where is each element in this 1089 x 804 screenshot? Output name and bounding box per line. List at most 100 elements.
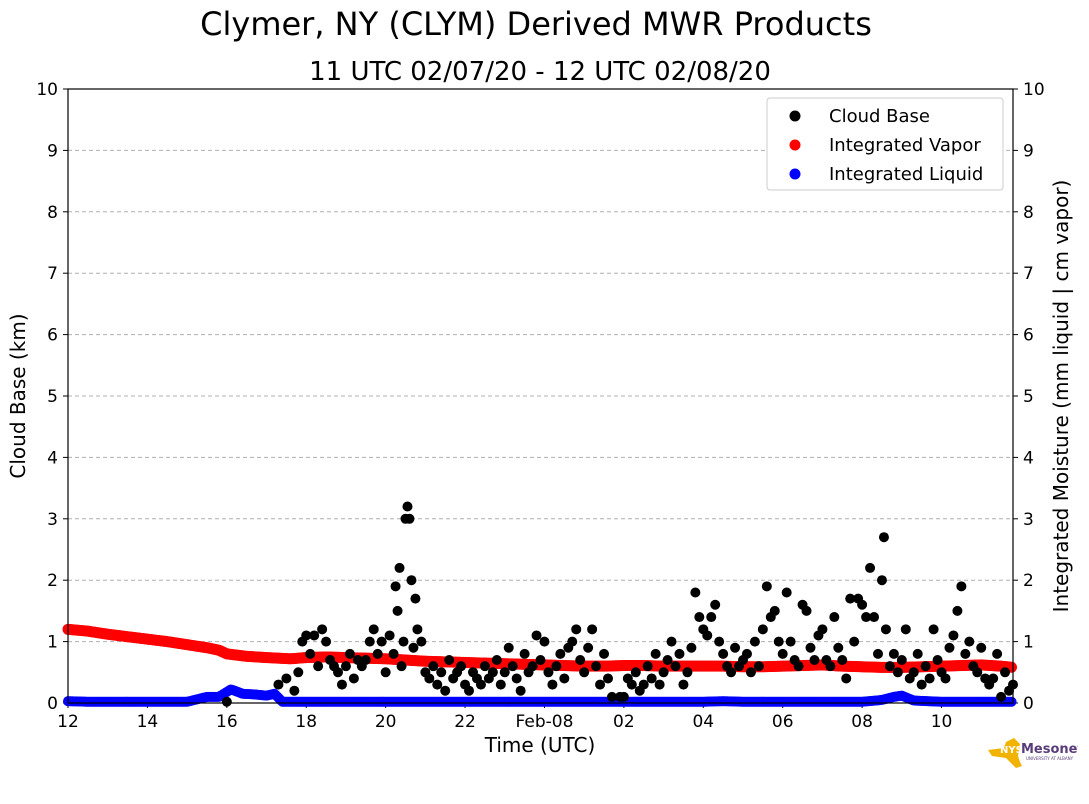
cloud-base-point bbox=[678, 679, 689, 690]
cloud-base-point bbox=[301, 630, 312, 641]
cloud-base-point bbox=[428, 661, 439, 672]
y-tick-label: 10 bbox=[36, 80, 58, 100]
cloud-base-point bbox=[757, 624, 768, 635]
cloud-base-point bbox=[773, 636, 784, 647]
cloud-base-point bbox=[869, 612, 880, 623]
cloud-base-point bbox=[559, 673, 570, 684]
y2-tick-label: 3 bbox=[1023, 510, 1034, 530]
cloud-base-point bbox=[686, 642, 697, 653]
cloud-base-point bbox=[440, 685, 451, 696]
cloud-base-point bbox=[543, 667, 554, 678]
y-tick-label: 6 bbox=[47, 326, 58, 346]
cloud-base-point bbox=[410, 593, 421, 604]
integrated-vapor-series bbox=[62, 623, 1018, 673]
cloud-base-point bbox=[289, 685, 300, 696]
liquid-point bbox=[1006, 696, 1017, 707]
cloud-base-point bbox=[603, 673, 613, 684]
cloud-base-point bbox=[992, 648, 1003, 659]
cloud-base-point bbox=[519, 648, 530, 659]
cloud-base-point bbox=[575, 655, 586, 666]
cloud-base-point bbox=[618, 691, 629, 702]
x-tick-label: 16 bbox=[216, 712, 238, 732]
cloud-base-point bbox=[988, 673, 999, 684]
cloud-base-point bbox=[392, 605, 403, 616]
cloud-base-point bbox=[591, 661, 602, 672]
cloud-base-point bbox=[662, 655, 673, 666]
cloud-base-point bbox=[273, 679, 284, 690]
y-tick-label: 3 bbox=[47, 510, 58, 530]
cloud-base-point bbox=[892, 667, 903, 678]
cloud-base-point bbox=[706, 612, 717, 623]
y-axis-left-ticks: 0 1 2 3 4 5 6 7 8 9 10 bbox=[36, 80, 68, 714]
cloud-base-point bbox=[817, 624, 828, 635]
cloud-base-point bbox=[364, 636, 375, 647]
legend-box bbox=[766, 97, 1004, 191]
cloud-base-point bbox=[305, 648, 316, 659]
y-tick-label: 5 bbox=[47, 387, 58, 407]
cloud-base-point bbox=[527, 661, 538, 672]
cloud-base-point bbox=[309, 630, 320, 641]
cloud-base-point bbox=[539, 636, 550, 647]
integrated-liquid-series bbox=[63, 684, 1017, 707]
cloud-base-point bbox=[499, 667, 510, 678]
cloud-base-point bbox=[642, 661, 653, 672]
y-tick-label: 0 bbox=[47, 694, 58, 714]
x-tick-label: Feb-08 bbox=[516, 712, 574, 732]
cloud-base-point bbox=[976, 642, 987, 653]
x-tick-label: 06 bbox=[772, 712, 794, 732]
logo-badge: NYS bbox=[1000, 745, 1023, 756]
cloud-base-point bbox=[837, 655, 848, 666]
x-tick-label: 22 bbox=[454, 712, 476, 732]
ny-state-shape-icon bbox=[988, 738, 1022, 768]
chart-subtitle: 11 UTC 02/07/20 - 12 UTC 02/08/20 bbox=[309, 57, 771, 87]
plot-frame bbox=[67, 88, 1014, 704]
y2-tick-label: 1 bbox=[1023, 633, 1034, 653]
cloud-base-point bbox=[360, 655, 371, 666]
cloud-base-point bbox=[658, 667, 669, 678]
cloud-base-point bbox=[785, 636, 796, 647]
x-tick-label: 20 bbox=[375, 712, 397, 732]
cloud-base-point bbox=[809, 655, 820, 666]
cloud-base-point bbox=[495, 679, 506, 690]
cloud-base-point bbox=[396, 661, 407, 672]
cloud-base-point bbox=[920, 661, 931, 672]
cloud-base-point bbox=[491, 655, 502, 666]
cloud-base-point bbox=[845, 593, 856, 604]
cloud-base-point bbox=[916, 679, 927, 690]
cloud-base-point bbox=[599, 648, 610, 659]
cloud-base-point bbox=[878, 532, 889, 543]
cloud-base-point bbox=[972, 667, 983, 678]
y2-tick-label: 8 bbox=[1023, 203, 1034, 223]
logo-text: Mesonet bbox=[1021, 742, 1078, 757]
cloud-base-point bbox=[515, 685, 526, 696]
cloud-base-point bbox=[348, 673, 359, 684]
legend-label-cloud-base: Cloud Base bbox=[829, 106, 930, 127]
cloud-base-point bbox=[321, 636, 332, 647]
y2-tick-label: 7 bbox=[1023, 264, 1034, 284]
legend-marker-integrated-liquid bbox=[789, 168, 801, 180]
cloud-base-point bbox=[956, 581, 967, 592]
y2-tick-label: 6 bbox=[1023, 326, 1034, 346]
cloud-base-point bbox=[475, 679, 486, 690]
cloud-base-point bbox=[626, 679, 637, 690]
cloud-base-point bbox=[511, 673, 522, 684]
cloud-base-point bbox=[884, 661, 895, 672]
cloud-base-point bbox=[682, 667, 693, 678]
y2-tick-label: 2 bbox=[1023, 571, 1034, 591]
cloud-base-point bbox=[507, 661, 518, 672]
cloud-base-point bbox=[730, 642, 741, 653]
y-tick-label: 1 bbox=[47, 633, 58, 653]
cloud-base-point bbox=[650, 648, 661, 659]
y2-tick-label: 0 bbox=[1023, 694, 1034, 714]
cloud-base-point bbox=[388, 648, 399, 659]
x-axis-ticks: 12 14 16 18 20 22 Feb-08 02 04 06 08 10 bbox=[57, 703, 952, 732]
y-axis-label: Cloud Base (km) bbox=[6, 313, 30, 478]
cloud-base-point bbox=[404, 513, 415, 524]
cloud-base-point bbox=[333, 667, 343, 678]
cloud-base-point bbox=[900, 624, 911, 635]
cloud-base-point bbox=[503, 642, 514, 653]
x-axis-label: Time (UTC) bbox=[484, 733, 596, 757]
cloud-base-point bbox=[390, 581, 401, 592]
cloud-base-point bbox=[761, 581, 772, 592]
cloud-base-point bbox=[424, 673, 435, 684]
